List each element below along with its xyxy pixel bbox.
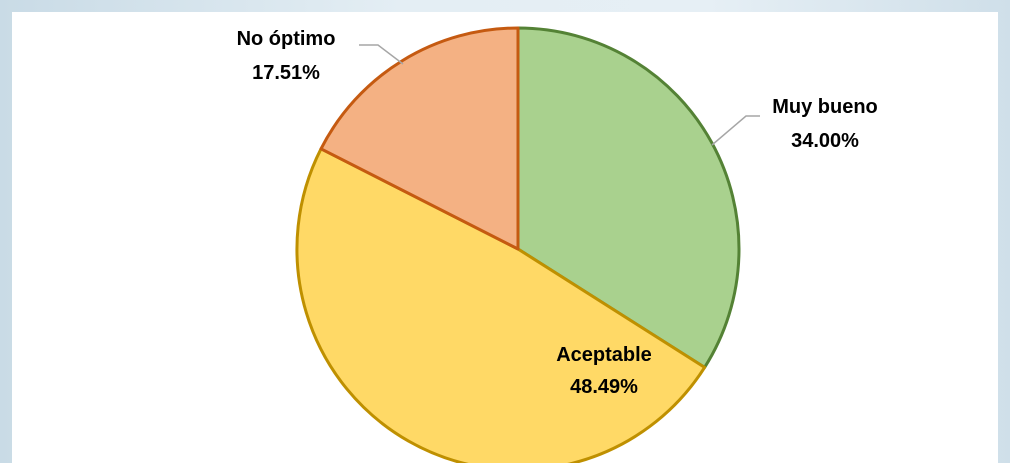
slice-label-no-optimo: No óptimo [237, 28, 336, 50]
pie-slices [295, 26, 741, 463]
slice-value-aceptable: 48.49% [570, 376, 638, 398]
slice-label-aceptable: Aceptable [556, 344, 652, 366]
leader-lines [359, 44, 760, 146]
slice-label-muy-bueno: Muy bueno [772, 96, 878, 118]
pie-slice-no-óptimo [319, 26, 520, 251]
slice-value-no-optimo: 17.51% [252, 62, 320, 84]
pie-slice-aceptable [295, 147, 707, 463]
leader-line-no-optimo [359, 44, 404, 65]
leader-line-muy-bueno [711, 115, 760, 146]
slice-value-muy-bueno: 34.00% [791, 130, 859, 152]
